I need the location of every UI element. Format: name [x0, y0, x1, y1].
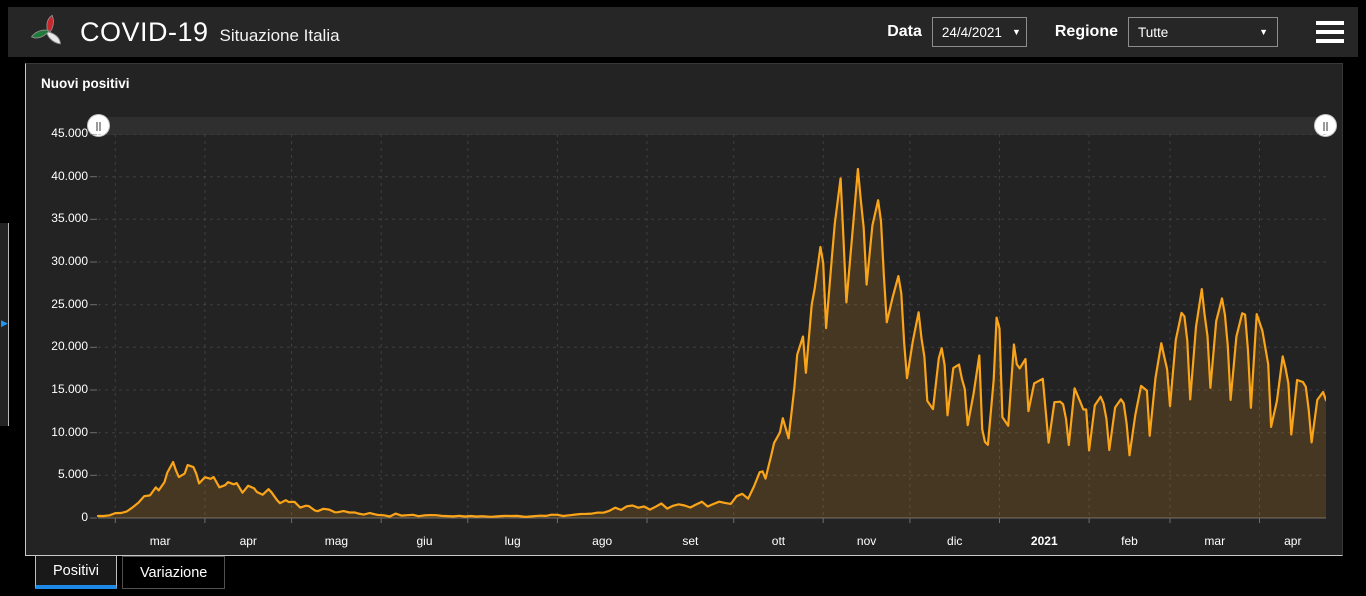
x-axis-label: giu	[416, 534, 433, 548]
chart-panel: Nuovi positivi 0 5.000 10.000 15.000 20.000 2…	[25, 63, 1343, 556]
x-axis-label: lug	[504, 534, 521, 548]
region-value: Tutte	[1138, 24, 1169, 40]
chevron-down-icon: ▼	[1011, 27, 1021, 37]
tab-positivi[interactable]: Positivi	[35, 556, 117, 589]
drag-handle-icon	[1323, 122, 1328, 131]
y-axis-label: 30.000	[51, 254, 88, 268]
x-axis-label: 2021	[1030, 534, 1058, 548]
time-range-slider[interactable]	[87, 114, 1337, 137]
x-axis-label: mar	[1204, 534, 1226, 548]
y-axis-label: 35.000	[51, 211, 88, 226]
date-label: Data	[887, 23, 922, 40]
x-axis-label: ago	[592, 534, 613, 548]
menu-icon	[1316, 30, 1344, 34]
date-value: 24/4/2021	[941, 24, 1002, 40]
x-axis-label: apr	[239, 534, 257, 548]
region-label: Regione	[1054, 23, 1118, 40]
x-axis-label: apr	[1284, 534, 1302, 548]
x-axis-label: feb	[1121, 534, 1138, 548]
chart-plot[interactable]	[89, 134, 1326, 524]
app-title: COVID-19	[80, 16, 209, 47]
tab-label: Variazione	[139, 564, 208, 581]
x-axis-label: set	[682, 534, 699, 548]
y-axis-label: 10.000	[51, 424, 88, 439]
range-slider-left-handle[interactable]	[87, 114, 110, 137]
x-axis-label: ott	[771, 534, 786, 548]
y-axis-label: 45.000	[51, 126, 88, 140]
region-dropdown[interactable]: Tutte ▼	[1128, 17, 1278, 47]
header-controls: Data 24/4/2021 ▼ Regione Tutte ▼	[887, 17, 1344, 47]
x-axis-label: nov	[856, 534, 877, 548]
y-axis-label: 15.000	[51, 382, 88, 396]
y-axis-label: 20.000	[51, 339, 88, 354]
app-title-group: COVID-19 Situazione Italia	[80, 17, 340, 48]
x-axis-label: mar	[149, 534, 171, 548]
y-axis-label: 25.000	[51, 296, 88, 311]
chart-title: Nuovi positivi	[41, 76, 130, 91]
protezione-civile-logo-icon	[30, 14, 61, 45]
expand-arrow-icon: ▶	[1, 318, 8, 328]
app-header: COVID-19 Situazione Italia Data 24/4/202…	[8, 7, 1358, 57]
tab-label: Positivi	[53, 562, 99, 579]
y-axis-label: 0	[81, 510, 88, 524]
tab-bar: Positivi Variazione	[25, 556, 226, 590]
tab-variazione[interactable]: Variazione	[121, 556, 226, 589]
menu-icon	[1316, 39, 1344, 43]
app-subtitle: Situazione Italia	[219, 25, 340, 45]
x-axis-label: mag	[324, 534, 349, 548]
menu-button[interactable]	[1316, 21, 1344, 43]
side-panel-toggle[interactable]: ▶	[0, 223, 9, 426]
range-slider-right-handle[interactable]	[1314, 114, 1337, 137]
x-axis-label: dic	[947, 534, 963, 548]
date-dropdown[interactable]: 24/4/2021 ▼	[931, 17, 1027, 47]
chevron-down-icon: ▼	[1259, 27, 1268, 37]
y-axis-label: 5.000	[57, 467, 88, 482]
drag-handle-icon	[96, 122, 101, 131]
y-axis-label: 40.000	[51, 168, 88, 183]
menu-icon	[1316, 21, 1344, 25]
